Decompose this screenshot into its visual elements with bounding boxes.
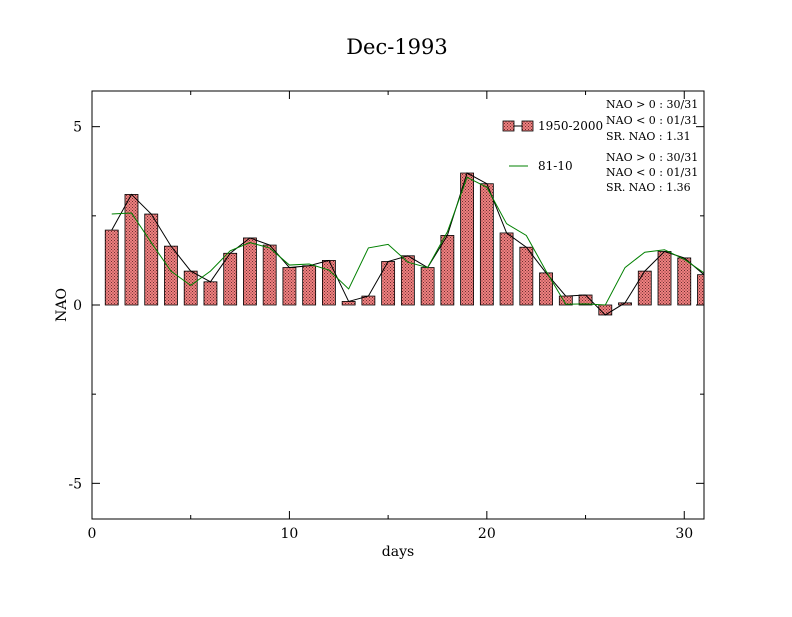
bar-day-15 — [381, 261, 396, 306]
bar-day-6 — [203, 281, 218, 306]
bar-day-31 — [697, 274, 705, 306]
bar-day-17 — [420, 267, 435, 306]
y-axis-label: NAO — [54, 288, 70, 322]
stats-1950-2000-positive: NAO > 0 : 30/31 — [606, 98, 698, 111]
line-series-group — [111, 172, 705, 316]
y-axis: 5 0 -5 — [68, 120, 704, 492]
stats-81-10-positive: NAO > 0 : 30/31 — [606, 151, 698, 164]
x-tick-label: 0 — [88, 526, 97, 542]
line-81-10 — [111, 176, 705, 306]
bar-day-9 — [262, 244, 277, 306]
legend-swatch-bar-left — [502, 120, 515, 132]
stats-81-10-negative: NAO < 0 : 01/31 — [606, 166, 698, 179]
y-tick-label: 5 — [73, 120, 82, 136]
bar-day-10 — [282, 267, 297, 306]
bar-day-5 — [183, 270, 198, 306]
x-axis: 0 10 20 30 — [88, 91, 693, 542]
bar-day-3 — [144, 213, 159, 306]
bar-day-20 — [479, 183, 494, 306]
bar-day-18 — [440, 235, 455, 306]
y-tick-label: -5 — [68, 476, 82, 492]
bar-day-8 — [243, 237, 257, 306]
x-tick-label: 20 — [478, 526, 496, 542]
bar-day-29 — [657, 251, 672, 306]
stats-block: NAO > 0 : 30/31 NAO < 0 : 01/31 SR. NAO … — [606, 98, 698, 194]
bar-day-22 — [519, 246, 534, 306]
x-tick-label: 30 — [675, 526, 693, 542]
bar-series-group — [104, 172, 705, 316]
x-tick-label: 10 — [281, 526, 299, 542]
stats-81-10-sr: SR. NAO : 1.36 — [606, 181, 691, 194]
bar-day-1 — [104, 229, 119, 306]
legend-swatch-bar-right — [521, 120, 534, 132]
line-1950-2000 — [111, 172, 705, 316]
bar-day-28 — [637, 270, 652, 306]
bar-day-2 — [124, 194, 139, 306]
bar-day-30 — [677, 257, 692, 306]
bar-day-13 — [341, 301, 356, 306]
stats-1950-2000-sr: SR. NAO : 1.31 — [606, 130, 691, 143]
legend: 1950-2000 81-10 — [502, 119, 603, 173]
legend-label-1950-2000: 1950-2000 — [538, 119, 603, 133]
bar-day-7 — [223, 252, 238, 306]
y-tick-label: 0 — [73, 298, 82, 314]
x-axis-label: days — [382, 544, 414, 560]
bar-day-4 — [164, 245, 178, 306]
chart-title: Dec-1993 — [346, 35, 448, 59]
bar-day-11 — [302, 265, 317, 306]
bar-day-12 — [322, 260, 336, 306]
stats-1950-2000-negative: NAO < 0 : 01/31 — [606, 114, 698, 127]
legend-label-81-10: 81-10 — [538, 159, 573, 173]
bar-day-21 — [499, 232, 514, 306]
bar-day-19 — [460, 172, 474, 306]
